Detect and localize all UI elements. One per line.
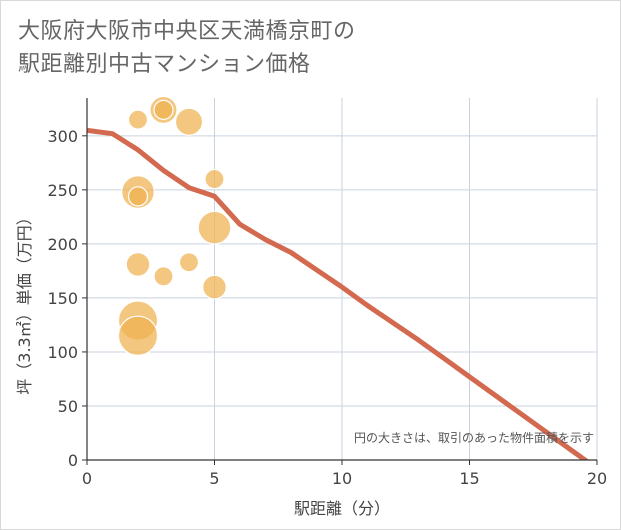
y-tick-label: 50 (58, 397, 78, 416)
x-tick-label: 10 (332, 469, 352, 488)
y-axis-title: 坪（3.3㎡）単価（万円） (15, 209, 34, 394)
grid-lines (87, 98, 598, 460)
bubble-series (117, 95, 232, 356)
data-point (153, 99, 174, 120)
data-point (153, 266, 174, 287)
x-tick-label: 15 (459, 469, 479, 488)
x-tick-label: 5 (209, 469, 219, 488)
trend-series (87, 127, 590, 460)
trend-line (87, 127, 590, 460)
y-tick-label: 150 (47, 289, 78, 308)
y-tick-label: 100 (47, 343, 78, 362)
data-point (127, 109, 149, 130)
x-axis-title: 駅距離（分） (294, 499, 390, 518)
data-point (127, 186, 149, 207)
axes (82, 98, 598, 465)
data-point (125, 252, 151, 277)
y-tick-label: 250 (47, 181, 78, 200)
x-tick-label: 20 (587, 469, 607, 488)
x-tick-label: 0 (82, 469, 92, 488)
chart-title-line-1: 大阪府大阪市中央区天満橋京町の (18, 19, 356, 44)
data-point (117, 315, 159, 356)
bubble-size-note: 円の大きさは、取引のあった物件面積を示す (354, 430, 594, 445)
data-point (204, 168, 225, 190)
y-tick-label: 300 (47, 127, 78, 146)
data-point (202, 274, 227, 300)
chart-title-line-2: 駅距離別中古マンション価格 (18, 52, 311, 77)
data-point (197, 210, 232, 245)
data-point (178, 252, 200, 273)
data-point (174, 107, 204, 136)
chart-title: 大阪府大阪市中央区天満橋京町の 駅距離別中古マンション価格 (18, 15, 356, 81)
y-tick-label: 0 (68, 451, 78, 470)
y-tick-label: 200 (47, 235, 78, 254)
